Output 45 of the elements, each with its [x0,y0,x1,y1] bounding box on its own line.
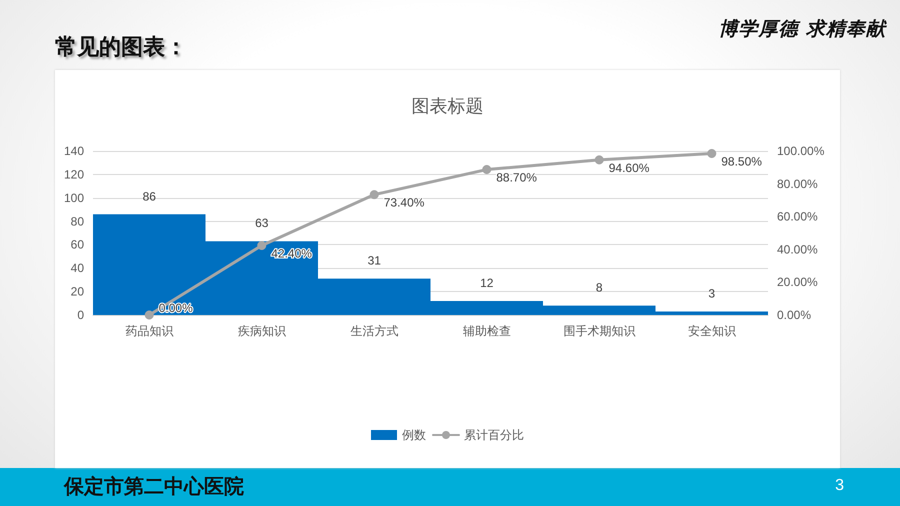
data-label: 42.40% [271,246,312,260]
data-label: 98.50% [721,154,762,168]
legend-label: 例数 [402,428,426,442]
y-tick-label: 20 [70,284,84,299]
text: 3 [835,476,844,496]
data-label: 3 [708,286,716,300]
point [482,165,492,174]
text: 常见的图表： [55,34,187,60]
point [707,148,716,158]
x-tick-label: 疾病知识 [238,324,286,338]
data-label: 63 [255,216,269,230]
data-label: 94.60% [608,160,650,175]
y-tick-label: 40 [70,261,84,276]
text: 保定市第二中心医院 [64,474,244,498]
y2-tick-label: 20.00% [777,275,818,290]
x-tick-label: 生活方式 [350,324,398,338]
data-label: 12 [480,276,494,290]
y-tick-label: 140 [64,144,84,158]
y-tick-label: 100 [64,190,84,205]
data-label: 8 [596,280,603,295]
y2-tick-label: 80.00% [777,176,818,191]
legend-label: 累计百分比 [464,428,524,442]
x-tick-label: 安全知识 [688,324,736,338]
y-tick-label: 0 [77,308,84,322]
data-label: 0.00% [158,301,194,315]
data-label: 73.40% [384,196,425,210]
point [594,155,604,164]
y2-tick-label: 60.00% [777,210,818,224]
y2-tick-label: 100.00% [777,144,825,158]
point [257,240,266,250]
data-label: 31 [368,254,382,268]
y-tick-label: 80 [70,214,84,228]
y-tick-label: 60 [70,238,84,252]
chart-title: 图表标题 [412,96,484,116]
point [370,190,379,200]
data-label: 88.70% [496,170,538,185]
text: 博学厚德 求精奉献 [718,18,886,41]
y2-tick-label: 0.00% [777,308,812,322]
y-tick-label: 120 [64,167,84,182]
point [144,310,154,320]
x-tick-label: 药品知识 [125,324,174,338]
data-label: 86 [142,189,156,204]
x-tick-label: 围手术期知识 [563,324,636,338]
x-tick-label: 辅助检查 [462,324,511,338]
y2-tick-label: 40.00% [777,242,818,256]
